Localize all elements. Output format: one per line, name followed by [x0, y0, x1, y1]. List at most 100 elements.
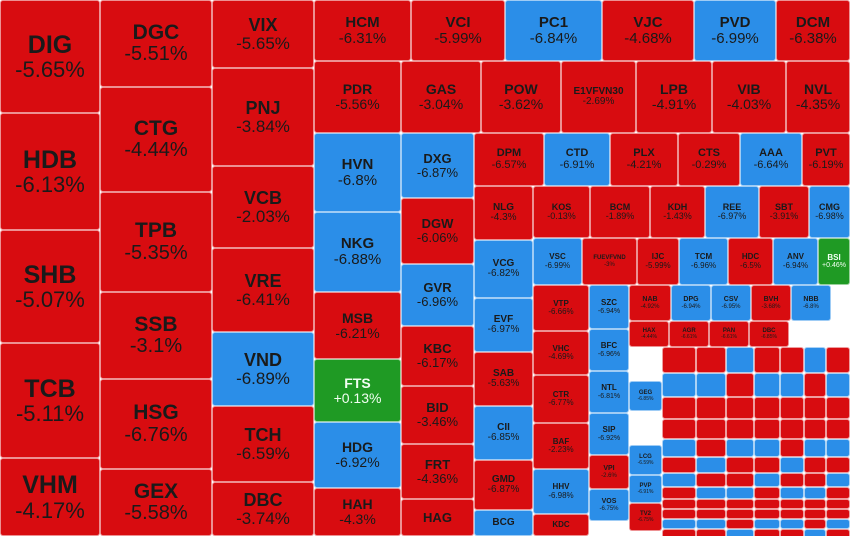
tile-nbb[interactable]: NBB -6.8% — [791, 285, 831, 321]
tile-tch[interactable]: TCH -6.59% — [212, 406, 314, 482]
micro-tile[interactable] — [696, 529, 726, 536]
tile-csv[interactable]: CSV -6.95% — [711, 285, 751, 321]
micro-tile[interactable] — [754, 397, 780, 419]
tile-kdc[interactable]: KDC — [533, 514, 589, 536]
tile-ssb[interactable]: SSB -3.1% — [100, 292, 212, 379]
tile-kos[interactable]: KOS -0.13% — [533, 186, 590, 238]
tile-lpb[interactable]: LPB -4.91% — [636, 61, 712, 133]
tile-kdh[interactable]: KDH -1.43% — [650, 186, 705, 238]
micro-tile[interactable] — [696, 373, 726, 397]
micro-tile[interactable] — [826, 457, 850, 473]
micro-tile[interactable] — [662, 439, 696, 457]
tile-hax[interactable]: HAX -4.44% — [629, 321, 669, 347]
micro-tile[interactable] — [662, 529, 696, 536]
tile-nab[interactable]: NAB -4.92% — [629, 285, 671, 321]
tile-evf[interactable]: EVF -6.97% — [474, 298, 533, 352]
tile-pvd[interactable]: PVD -6.99% — [694, 0, 776, 61]
tile-vpi[interactable]: VPI -2.6% — [589, 455, 629, 489]
micro-tile[interactable] — [780, 509, 804, 519]
micro-tile[interactable] — [804, 487, 826, 499]
micro-tile[interactable] — [780, 347, 804, 373]
micro-tile[interactable] — [780, 519, 804, 529]
micro-tile[interactable] — [662, 473, 696, 487]
tile-dig[interactable]: DIG -5.65% — [0, 0, 100, 113]
tile-bsi[interactable]: BSI +0.46% — [818, 238, 850, 285]
tile-vix[interactable]: VIX -5.65% — [212, 0, 314, 68]
micro-tile[interactable] — [726, 397, 754, 419]
tile-pvp[interactable]: PVP -6.91% — [629, 475, 662, 503]
tile-lcg[interactable]: LCG -6.59% — [629, 445, 662, 475]
tile-pc1[interactable]: PC1 -6.84% — [505, 0, 602, 61]
micro-tile[interactable] — [726, 473, 754, 487]
tile-dxg[interactable]: DXG -6.87% — [401, 133, 474, 198]
tile-gmd[interactable]: GMD -6.87% — [474, 460, 533, 510]
tile-dpm[interactable]: DPM -6.57% — [474, 133, 544, 186]
tile-dcm[interactable]: DCM -6.38% — [776, 0, 850, 61]
micro-tile[interactable] — [754, 499, 780, 509]
tile-plx[interactable]: PLX -4.21% — [610, 133, 678, 186]
micro-tile[interactable] — [696, 457, 726, 473]
micro-tile[interactable] — [696, 419, 726, 439]
micro-tile[interactable] — [726, 373, 754, 397]
tile-cii[interactable]: CII -6.85% — [474, 406, 533, 460]
micro-tile[interactable] — [726, 457, 754, 473]
micro-tile[interactable] — [726, 519, 754, 529]
micro-tile[interactable] — [804, 529, 826, 536]
micro-tile[interactable] — [696, 499, 726, 509]
micro-tile[interactable] — [662, 509, 696, 519]
micro-tile[interactable] — [804, 499, 826, 509]
micro-tile[interactable] — [804, 473, 826, 487]
tile-vci[interactable]: VCI -5.99% — [411, 0, 505, 61]
tile-cts[interactable]: CTS -0.29% — [678, 133, 740, 186]
micro-tile[interactable] — [696, 487, 726, 499]
tile-e1vfvn30[interactable]: E1VFVN30 -2.69% — [561, 61, 636, 133]
tile-vjc[interactable]: VJC -4.68% — [602, 0, 694, 61]
tile-tv2[interactable]: TV2 -6.75% — [629, 503, 662, 531]
micro-tile[interactable] — [754, 457, 780, 473]
micro-tile[interactable] — [780, 499, 804, 509]
tile-vos[interactable]: VOS -6.75% — [589, 489, 629, 521]
tile-hsg[interactable]: HSG -6.76% — [100, 379, 212, 469]
micro-tile[interactable] — [780, 419, 804, 439]
tile-pvt[interactable]: PVT -6.19% — [802, 133, 850, 186]
tile-hag[interactable]: HAG — [401, 499, 474, 536]
micro-tile[interactable] — [662, 347, 696, 373]
tile-sab[interactable]: SAB -5.63% — [474, 352, 533, 406]
tile-hhv[interactable]: HHV -6.98% — [533, 469, 589, 514]
tile-bfc[interactable]: BFC -6.96% — [589, 329, 629, 371]
tile-agr[interactable]: AGR -6.61% — [669, 321, 709, 347]
micro-tile[interactable] — [696, 347, 726, 373]
tile-nvl[interactable]: NVL -4.35% — [786, 61, 850, 133]
micro-tile[interactable] — [662, 373, 696, 397]
micro-tile[interactable] — [662, 519, 696, 529]
tile-vre[interactable]: VRE -6.41% — [212, 248, 314, 332]
micro-tile[interactable] — [804, 457, 826, 473]
tile-ctd[interactable]: CTD -6.91% — [544, 133, 610, 186]
micro-tile[interactable] — [662, 419, 696, 439]
micro-tile[interactable] — [804, 419, 826, 439]
tile-ctr[interactable]: CTR -6.77% — [533, 375, 589, 423]
tile-szc[interactable]: SZC -6.94% — [589, 285, 629, 329]
micro-tile[interactable] — [804, 347, 826, 373]
tile-pow[interactable]: POW -3.62% — [481, 61, 561, 133]
micro-tile[interactable] — [726, 499, 754, 509]
micro-tile[interactable] — [826, 439, 850, 457]
tile-ntl[interactable]: NTL -6.81% — [589, 371, 629, 413]
tile-anv[interactable]: ANV -6.94% — [773, 238, 818, 285]
micro-tile[interactable] — [662, 397, 696, 419]
micro-tile[interactable] — [780, 487, 804, 499]
tile-vcg[interactable]: VCG -6.82% — [474, 240, 533, 298]
micro-tile[interactable] — [696, 439, 726, 457]
micro-tile[interactable] — [662, 499, 696, 509]
micro-tile[interactable] — [754, 439, 780, 457]
micro-tile[interactable] — [826, 373, 850, 397]
micro-tile[interactable] — [826, 473, 850, 487]
tile-tcm[interactable]: TCM -6.96% — [679, 238, 728, 285]
micro-tile[interactable] — [726, 529, 754, 536]
tile-ree[interactable]: REE -6.97% — [705, 186, 759, 238]
micro-tile[interactable] — [726, 509, 754, 519]
micro-tile[interactable] — [754, 519, 780, 529]
micro-tile[interactable] — [726, 439, 754, 457]
tile-hvn[interactable]: HVN -6.8% — [314, 133, 401, 212]
micro-tile[interactable] — [826, 487, 850, 499]
